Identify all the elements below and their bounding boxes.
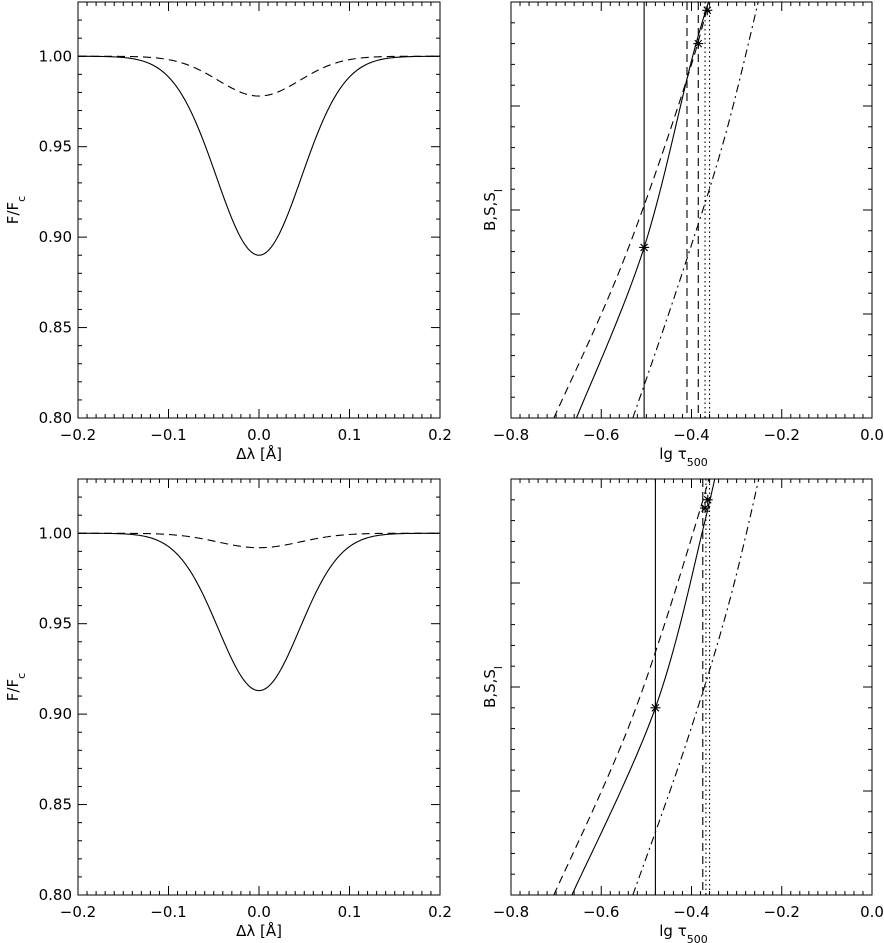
- y-axis-title: F/Fc: [4, 673, 28, 701]
- series-solid: [571, 479, 716, 895]
- y-tick-label: 0.95: [39, 138, 72, 156]
- marker-stroke: [703, 6, 712, 15]
- panel-top-left: −0.2 −0.1 0.0 0.1 0.2 0.80 0.85 0.90 0.95 1.00 Δλ …: [4, 1, 452, 463]
- x-axis-title: Δλ [Å]: [236, 444, 282, 463]
- asterisk-marker: [639, 242, 650, 253]
- asterisk-marker: [650, 702, 661, 713]
- asterisk-marker: [702, 494, 713, 505]
- marker-stroke: [651, 703, 660, 712]
- series-dashed: [553, 479, 710, 895]
- series-dashdot: [632, 479, 760, 895]
- x-tick-label: 0.0: [860, 903, 884, 921]
- y-tick-label: 0.90: [39, 228, 72, 246]
- x-tick-label: 0.2: [428, 903, 452, 921]
- x-tick-label: −0.2: [60, 426, 96, 444]
- panel-top-right: −0.8 −0.6 −0.4 −0.2 0.0 lg τ500 B,S,Sl: [481, 1, 884, 469]
- asterisk-marker: [702, 5, 713, 16]
- plot-area: [553, 2, 759, 418]
- x-tick-label: 0.0: [247, 903, 271, 921]
- x-axis-title: lg τ500: [659, 922, 708, 943]
- x-tick-label: −0.4: [673, 426, 709, 444]
- asterisk-marker: [700, 503, 711, 514]
- asterisk-marker: [693, 38, 704, 49]
- panels: −0.2 −0.1 0.0 0.1 0.2 0.80 0.85 0.90 0.95 1.00 Δλ …: [4, 1, 884, 943]
- series-dashdot: [632, 2, 759, 418]
- y-axis-title: F/Fc: [4, 196, 28, 224]
- y-axis-title: B,S,Sl: [481, 666, 505, 708]
- marker-stroke: [640, 243, 649, 252]
- x-tick-label: −0.8: [493, 426, 529, 444]
- series-solid: [78, 532, 440, 692]
- x-tick-label: −0.6: [583, 903, 619, 921]
- y-tick-label: 0.80: [39, 409, 72, 427]
- x-tick-label: 0.0: [860, 426, 884, 444]
- plot-area: [553, 479, 760, 895]
- x-tick-label: 0.1: [338, 426, 362, 444]
- x-tick-label: −0.6: [583, 426, 619, 444]
- y-axis-title: B,S,Sl: [481, 189, 505, 231]
- series-dashed: [78, 532, 440, 549]
- x-tick-label: −0.2: [764, 903, 800, 921]
- plot-area: [78, 55, 440, 256]
- x-axis-title: lg τ500: [659, 445, 708, 469]
- series-solid: [78, 55, 440, 256]
- x-tick-label: 0.2: [428, 426, 452, 444]
- y-tick-label: 0.85: [39, 319, 72, 337]
- x-axis-title: Δλ [Å]: [236, 921, 282, 940]
- x-tick-label: 0.1: [338, 903, 362, 921]
- series-dashed: [78, 55, 440, 97]
- y-tick-label: 0.85: [39, 796, 72, 814]
- panel-bottom-right: −0.8 −0.6 −0.4 −0.2 0.0 lg τ500 B,S,Sl: [481, 478, 884, 943]
- series-solid: [575, 2, 710, 418]
- x-tick-label: 0.0: [247, 426, 271, 444]
- panel-bottom-left: −0.2 −0.1 0.0 0.1 0.2 0.80 0.85 0.90 0.95 1.00 Δλ …: [4, 478, 452, 940]
- y-tick-label: 0.90: [39, 705, 72, 723]
- y-tick-label: 0.95: [39, 615, 72, 633]
- marker-stroke: [701, 504, 709, 513]
- x-tick-label: −0.2: [60, 903, 96, 921]
- series-dashed: [553, 2, 710, 418]
- marker-stroke: [703, 495, 712, 504]
- plot-area: [78, 532, 440, 692]
- x-tick-label: −0.2: [764, 426, 800, 444]
- y-tick-label: 0.80: [39, 886, 72, 904]
- y-tick-label: 1.00: [39, 524, 72, 542]
- x-tick-label: −0.8: [493, 903, 529, 921]
- x-tick-label: −0.4: [673, 903, 709, 921]
- x-tick-label: −0.1: [150, 426, 186, 444]
- x-tick-label: −0.1: [150, 903, 186, 921]
- marker-stroke: [694, 39, 703, 48]
- y-tick-label: 1.00: [39, 47, 72, 65]
